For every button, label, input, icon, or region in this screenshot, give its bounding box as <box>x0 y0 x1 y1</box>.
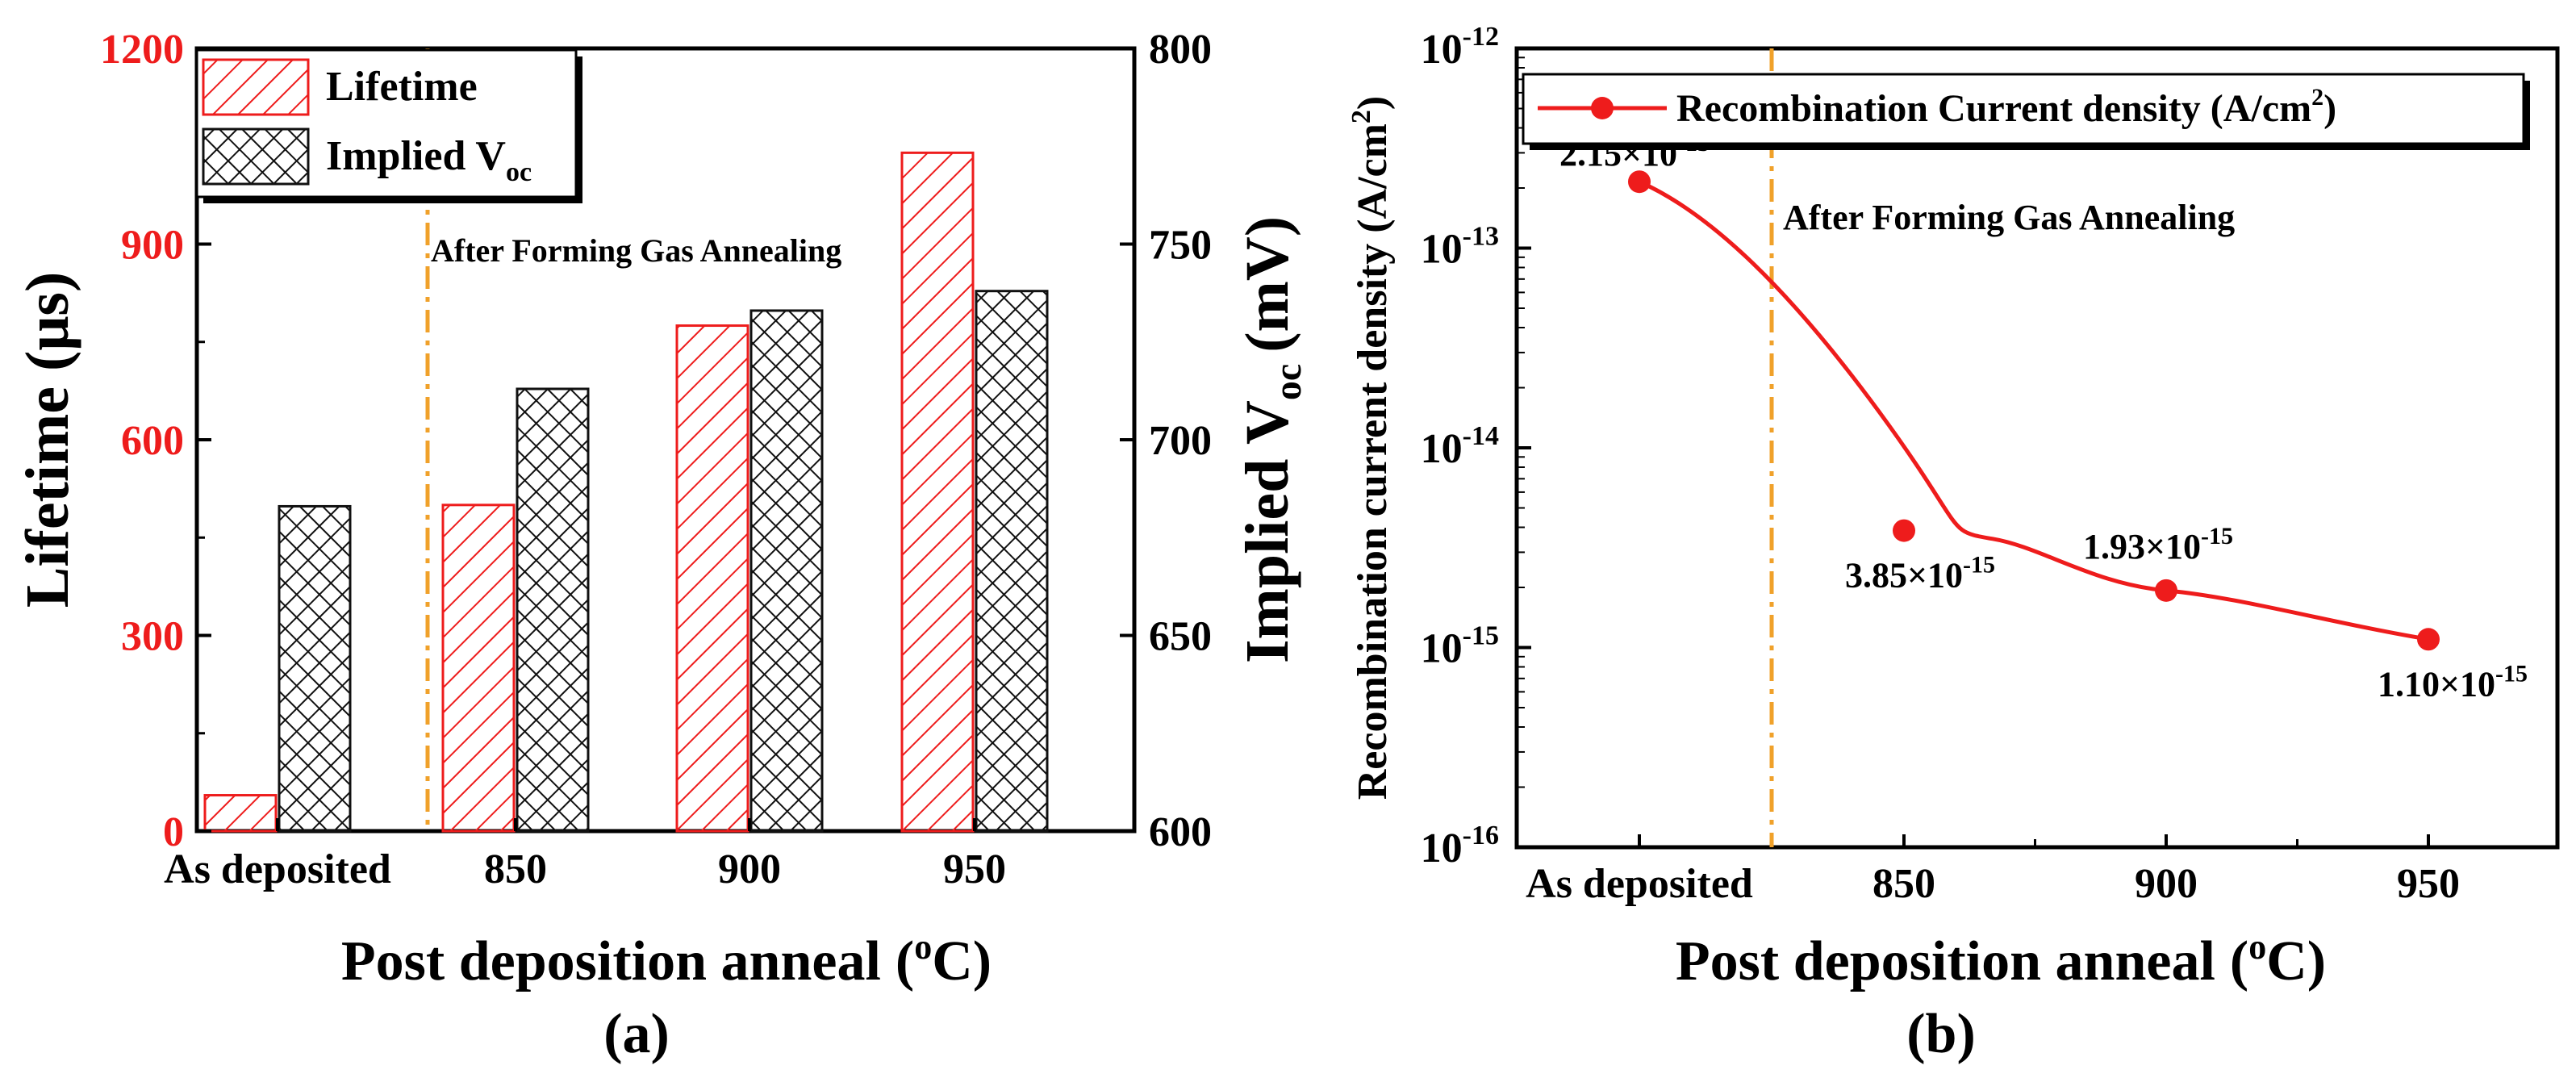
x-tick-label-b: 950 <box>2397 861 2460 907</box>
legend-swatch-voc <box>202 127 310 186</box>
y-tick-label-right: 600 <box>1149 809 1212 855</box>
y-tick-label-left: 1200 <box>100 27 184 73</box>
x-tick-label-b: As deposited <box>1526 861 1753 907</box>
y-tick-label-left: 900 <box>121 223 184 269</box>
annotation-text-b: After Forming Gas Annealing <box>1783 198 2235 237</box>
y-tick-label-right: 800 <box>1149 27 1212 73</box>
bar-implied-voc <box>516 387 590 833</box>
x-axis-label-a: Post deposition anneal (oC) <box>341 927 992 992</box>
bar-lifetime <box>900 151 975 833</box>
y-tick-label-b: 10-13 <box>1421 222 1499 273</box>
x-tick-label-b: 900 <box>2135 861 2198 907</box>
panel-a: As deposited 850 900 950 0 300 600 900 1200 600 65… <box>14 27 1309 1065</box>
y-tick-label-b: 10-12 <box>1421 22 1499 73</box>
y-tick-label-left: 600 <box>121 418 184 464</box>
y-tick-label-left: 0 <box>163 809 184 855</box>
y-tick-label-right: 700 <box>1149 418 1212 464</box>
legend-marker-b <box>1591 97 1614 119</box>
fit-curve <box>1638 179 2429 641</box>
annotation-text-a: After Forming Gas Annealing <box>431 232 841 269</box>
x-tick-label-b: 850 <box>1873 861 1935 907</box>
data-point <box>1628 170 1651 194</box>
bar-lifetime <box>675 324 749 833</box>
data-point <box>1893 519 1915 542</box>
bar-implied-voc <box>975 290 1049 833</box>
bars-a <box>203 151 1049 833</box>
data-label: 1.93×10-15 <box>2083 523 2233 566</box>
ticks-a: As deposited 850 900 950 0 300 600 900 1200 600 65… <box>100 27 1212 892</box>
legend-swatch-lifetime <box>202 58 310 116</box>
legend-label-voc: Implied Voc <box>326 133 532 187</box>
legend-a: Lifetime Implied Voc <box>195 48 582 203</box>
data-label: 1.10×10-15 <box>2378 660 2528 704</box>
x-tick-label-a: As deposited <box>164 846 391 892</box>
panel-label-b: (b) <box>1906 1003 1976 1065</box>
y-axis-label-b: Recombination current density (A/cm2) <box>1346 96 1396 800</box>
y-tick-label-b: 10-15 <box>1421 621 1499 672</box>
y-axis-label-right: Implied Voc(mV) <box>1234 216 1309 663</box>
bar-implied-voc <box>278 504 352 833</box>
y-tick-label-left: 300 <box>121 614 184 660</box>
data-point <box>2417 628 2440 651</box>
y-tick-label-right: 750 <box>1149 223 1212 269</box>
x-tick-label-a: 850 <box>484 846 547 892</box>
x-tick-label-a: 900 <box>718 846 781 892</box>
data-point <box>2155 579 2177 602</box>
x-axis-label-b: Post deposition anneal (oC) <box>1676 927 2326 992</box>
ticks-b: 10-16 10-15 10-14 10-13 10-12 As deposited 850… <box>1421 22 2460 907</box>
bar-lifetime <box>203 794 278 833</box>
legend-label-lifetime: Lifetime <box>326 64 478 110</box>
legend-label-b: Recombination Current density (A/cm2) <box>1676 84 2336 130</box>
x-tick-label-a: 950 <box>943 846 1006 892</box>
y-tick-label-b: 10-14 <box>1421 421 1499 472</box>
panel-label-a: (a) <box>603 1003 670 1065</box>
y-tick-label-b: 10-16 <box>1421 821 1499 871</box>
panel-b: 10-16 10-15 10-14 10-13 10-12 As deposited 850… <box>1346 22 2560 1065</box>
legend-b: Recombination Current density (A/cm2) <box>1522 73 2530 150</box>
bar-implied-voc <box>749 309 824 833</box>
bar-lifetime <box>441 503 516 833</box>
legend-box-b <box>1522 73 2525 145</box>
y-tick-label-right: 650 <box>1149 614 1212 660</box>
data-label: 3.85×10-15 <box>1845 552 1995 595</box>
y-axis-label-left: Lifetime (μs) <box>14 272 81 608</box>
